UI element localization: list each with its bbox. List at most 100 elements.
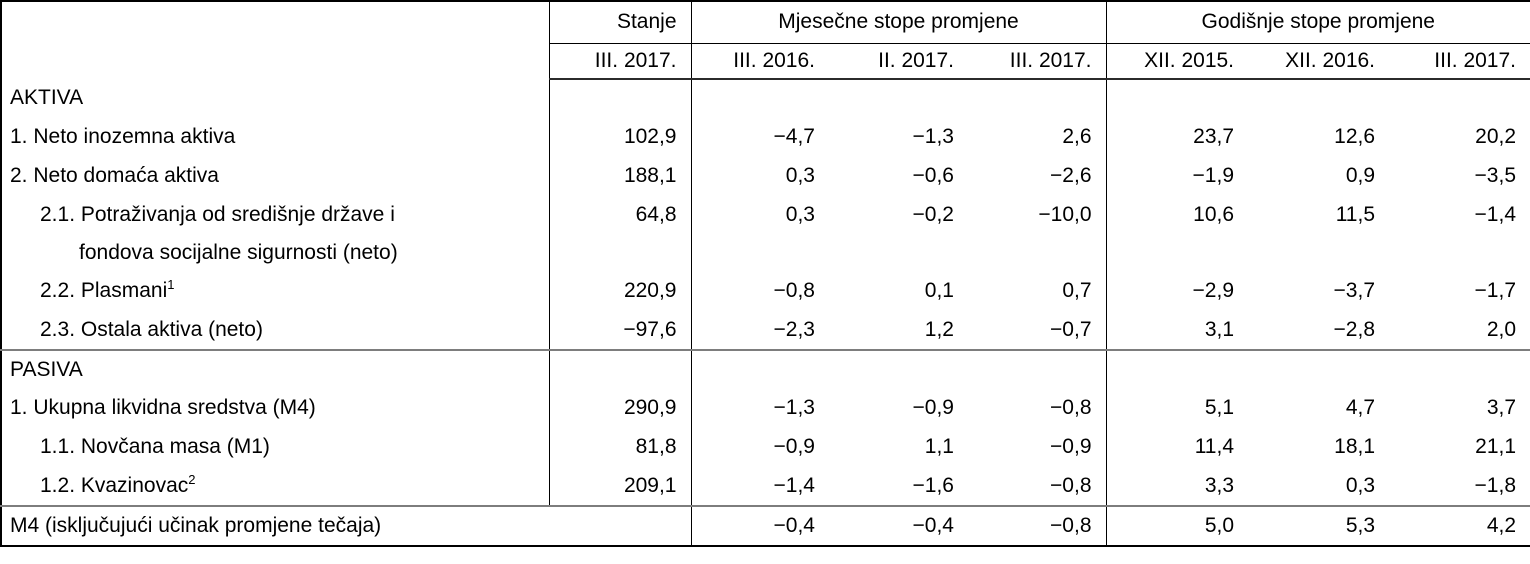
row-label-text: 1.2. Kvazinovac (40, 474, 189, 497)
data-row: 2.2. Plasmani1 220,9 −0,8 0,1 0,7 −2,9 −3,7 −1,… (1, 272, 1530, 311)
row-label: 1. Neto inozemna aktiva (1, 118, 550, 157)
cell-annual-1: 3,3 (1204, 474, 1235, 497)
cell-monthly-2: 1,1 (924, 435, 954, 458)
cell-monthly-2: 1,2 (924, 318, 954, 341)
cell-annual-2: 0,3 (1345, 474, 1376, 497)
table-body: AKTIVA 1. Neto inozemna aktiva 102,9 −4,7 −1… (1, 79, 1530, 546)
cell-monthly-3: −0,8 (968, 505, 1107, 546)
footnote-marker: 2 (188, 472, 196, 487)
cell-stanje: 209,1 (549, 467, 692, 506)
cell-monthly-3 (968, 79, 1107, 118)
cell-monthly-2: −1,3 (912, 125, 954, 148)
cell-annual-2: −2,8 (1333, 318, 1376, 341)
data-row: 1. Neto inozemna aktiva 102,9 −4,7 −1,3 2,6 2… (1, 118, 1530, 157)
row-label-text: 2.1. Potraživanja od središnje države i (40, 203, 395, 226)
data-row: 1.1. Novčana masa (M1) 81,8 −0,9 1,1 −0,9 11,… (1, 428, 1530, 467)
cell-annual-3 (1389, 79, 1530, 118)
subheader-monthly-period-3: III. 2017. (968, 43, 1107, 80)
cell-annual-1: 5,0 (1106, 505, 1249, 546)
cell-annual-3 (1389, 349, 1530, 389)
row-label-text: 2.2. Plasmani (40, 279, 168, 302)
cell-annual-3: 21,1 (1475, 435, 1517, 458)
cell-stanje: −97,6 (549, 311, 692, 350)
subheader-annual-period-3: III. 2017. (1389, 43, 1530, 80)
cell-stanje: 290,9 (549, 389, 692, 428)
subheader-monthly-period-1: III. 2016. (691, 43, 829, 80)
header-monthly-group: Mjesečne stope promjene (691, 1, 1107, 44)
footer-row-label: M4 (isključujući učinak promjene tečaja) (1, 505, 692, 546)
header-group-row: Stanje Mjesečne stope promjene Godišnje … (1, 1, 1530, 79)
cell-annual-3: 3,7 (1486, 396, 1517, 419)
cell-monthly-1 (691, 349, 829, 389)
cell-monthly-3: −0,8 (968, 467, 1107, 506)
cell-monthly-3: −10,0 (968, 196, 1107, 272)
footnote-marker: 1 (167, 277, 175, 292)
footer-row: M4 (isključujući učinak promjene tečaja)… (1, 505, 1530, 546)
cell-annual-1: 23,7 (1193, 125, 1235, 148)
header-corner-cell (1, 1, 550, 79)
cell-monthly-3: 2,6 (968, 118, 1107, 157)
cell-monthly-1: −0,9 (773, 435, 815, 458)
row-label: 2. Neto domaća aktiva (1, 157, 550, 196)
header-period-row: III. 2017. III. 2016. II. 2017. III. 201… (1, 43, 1530, 80)
cell-monthly-3: 0,7 (968, 272, 1107, 311)
cell-annual-1: 5,1 (1204, 396, 1235, 419)
row-label: 1.1. Novčana masa (M1) (1, 428, 550, 467)
cell-monthly-2: −0,9 (912, 396, 954, 419)
data-row: 2.3. Ostala aktiva (neto) −97,6 −2,3 1,2 −0,… (1, 311, 1530, 350)
cell-annual-1: −2,9 (1192, 279, 1235, 302)
row-label: 1. Ukupna likvidna sredstva (M4) (1, 389, 550, 428)
cell-annual-2: 12,6 (1334, 125, 1376, 148)
subheader-annual-period-1: XII. 2015. (1106, 43, 1249, 80)
row-label-text: PASIVA (10, 358, 83, 381)
row-label-text: 1. Neto inozemna aktiva (10, 125, 236, 148)
monetary-statistics-table-frame: Stanje Mjesečne stope promjene Godišnje … (0, 0, 1530, 547)
cell-annual-3: −3,5 (1474, 164, 1517, 187)
cell-stanje: 102,9 (549, 118, 692, 157)
cell-annual-2: 11,5 (1335, 203, 1376, 226)
row-label: 2.1. Potraživanja od središnje države i f… (1, 196, 550, 272)
cell-monthly-2: −0,4 (829, 505, 968, 546)
cell-annual-1: 10,6 (1193, 203, 1235, 226)
cell-stanje: 64,8 (549, 196, 692, 272)
cell-annual-2: 4,7 (1345, 396, 1376, 419)
row-label-text: 1.1. Novčana masa (M1) (40, 435, 270, 458)
cell-annual-3: 4,2 (1389, 505, 1530, 546)
header-stanje: Stanje (549, 1, 692, 44)
cell-stanje: 81,8 (549, 428, 692, 467)
cell-monthly-2: −0,6 (912, 164, 954, 187)
cell-monthly-3 (968, 349, 1107, 389)
row-label-text: 2. Neto domaća aktiva (10, 164, 219, 187)
data-row: 2. Neto domaća aktiva 188,1 0,3 −0,6 −2,6 −1,… (1, 157, 1530, 196)
cell-monthly-3: −2,6 (968, 157, 1107, 196)
cell-monthly-1: −1,3 (773, 396, 815, 419)
cell-annual-3: 20,2 (1475, 125, 1517, 148)
cell-annual-1 (1106, 79, 1248, 118)
subheader-annual-period-2: XII. 2016. (1248, 43, 1390, 80)
row-label: PASIVA (1, 349, 550, 389)
subheader-stanje-period: III. 2017. (549, 43, 692, 80)
cell-stanje: 188,1 (549, 157, 692, 196)
cell-annual-2: −3,7 (1333, 279, 1376, 302)
cell-annual-2: 18,1 (1334, 435, 1376, 458)
section-row: AKTIVA (1, 79, 1530, 118)
cell-monthly-1: 0,3 (785, 203, 815, 226)
row-label-text: M4 (isključujući učinak promjene tečaja) (10, 514, 382, 537)
row-label-text: AKTIVA (10, 86, 84, 109)
cell-annual-1 (1106, 349, 1249, 389)
row-label-text: 1. Ukupna likvidna sredstva (M4) (10, 396, 316, 419)
cell-monthly-1: −4,7 (773, 125, 815, 148)
data-row: 1. Ukupna likvidna sredstva (M4) 290,9 −1,… (1, 389, 1530, 428)
row-label: 2.2. Plasmani1 (1, 272, 550, 311)
monetary-aggregates-table: Stanje Mjesečne stope promjene Godišnje … (0, 0, 1530, 547)
cell-monthly-1: −1,4 (773, 474, 815, 497)
cell-monthly-3: −0,7 (968, 311, 1107, 350)
row-label: 2.3. Ostala aktiva (neto) (1, 311, 550, 350)
cell-annual-1: 3,1 (1204, 318, 1235, 341)
cell-monthly-3: −0,8 (968, 389, 1107, 428)
cell-monthly-2: −1,6 (912, 474, 954, 497)
cell-monthly-1: −0,8 (773, 279, 815, 302)
subheader-monthly-period-2: II. 2017. (829, 43, 968, 80)
row-label-text: 2.3. Ostala aktiva (neto) (40, 318, 263, 341)
cell-monthly-2 (829, 79, 968, 118)
